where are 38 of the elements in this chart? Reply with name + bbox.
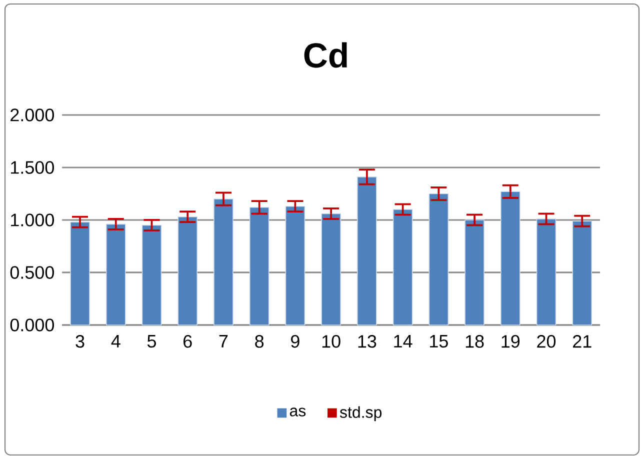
x-tick-label: 20 xyxy=(537,335,556,348)
y-tick-label: 0.000 xyxy=(10,318,54,332)
bar xyxy=(464,220,484,326)
x-tick-label: 9 xyxy=(291,335,300,348)
x-tick-label: 18 xyxy=(466,335,484,348)
legend-label: as xyxy=(290,408,306,416)
x-tick-label: 6 xyxy=(184,335,192,348)
chart-title: Cd xyxy=(304,42,347,68)
y-tick-label: 2.000 xyxy=(10,108,54,122)
x-tick-label: 7 xyxy=(219,335,228,348)
bar xyxy=(536,218,556,326)
x-tick-label: 21 xyxy=(573,335,592,348)
bar xyxy=(392,209,413,326)
x-tick-label: 14 xyxy=(394,335,412,348)
bar xyxy=(357,176,377,326)
x-tick-label: 10 xyxy=(322,335,340,348)
bar xyxy=(321,213,341,326)
x-tick-label: 5 xyxy=(147,335,156,348)
bar xyxy=(106,224,126,326)
bar xyxy=(572,220,592,326)
y-tick-label: 0.500 xyxy=(10,266,54,279)
bar xyxy=(178,216,198,326)
bar xyxy=(70,222,90,326)
bar xyxy=(285,206,306,326)
bar xyxy=(214,198,234,326)
y-tick-label: 1.500 xyxy=(11,161,54,174)
x-tick-label: 13 xyxy=(358,335,376,348)
y-tick-label: 1.000 xyxy=(11,214,54,226)
x-tick-label: 3 xyxy=(76,335,84,348)
bar xyxy=(500,191,520,326)
legend-label: std.sp xyxy=(340,406,382,422)
bar xyxy=(428,193,449,326)
x-tick-label: 15 xyxy=(430,335,448,348)
x-tick-label: 4 xyxy=(111,335,120,348)
x-tick-label: 8 xyxy=(255,335,264,348)
x-tick-label: 19 xyxy=(502,335,520,348)
bar xyxy=(142,224,162,326)
bar xyxy=(249,206,270,326)
